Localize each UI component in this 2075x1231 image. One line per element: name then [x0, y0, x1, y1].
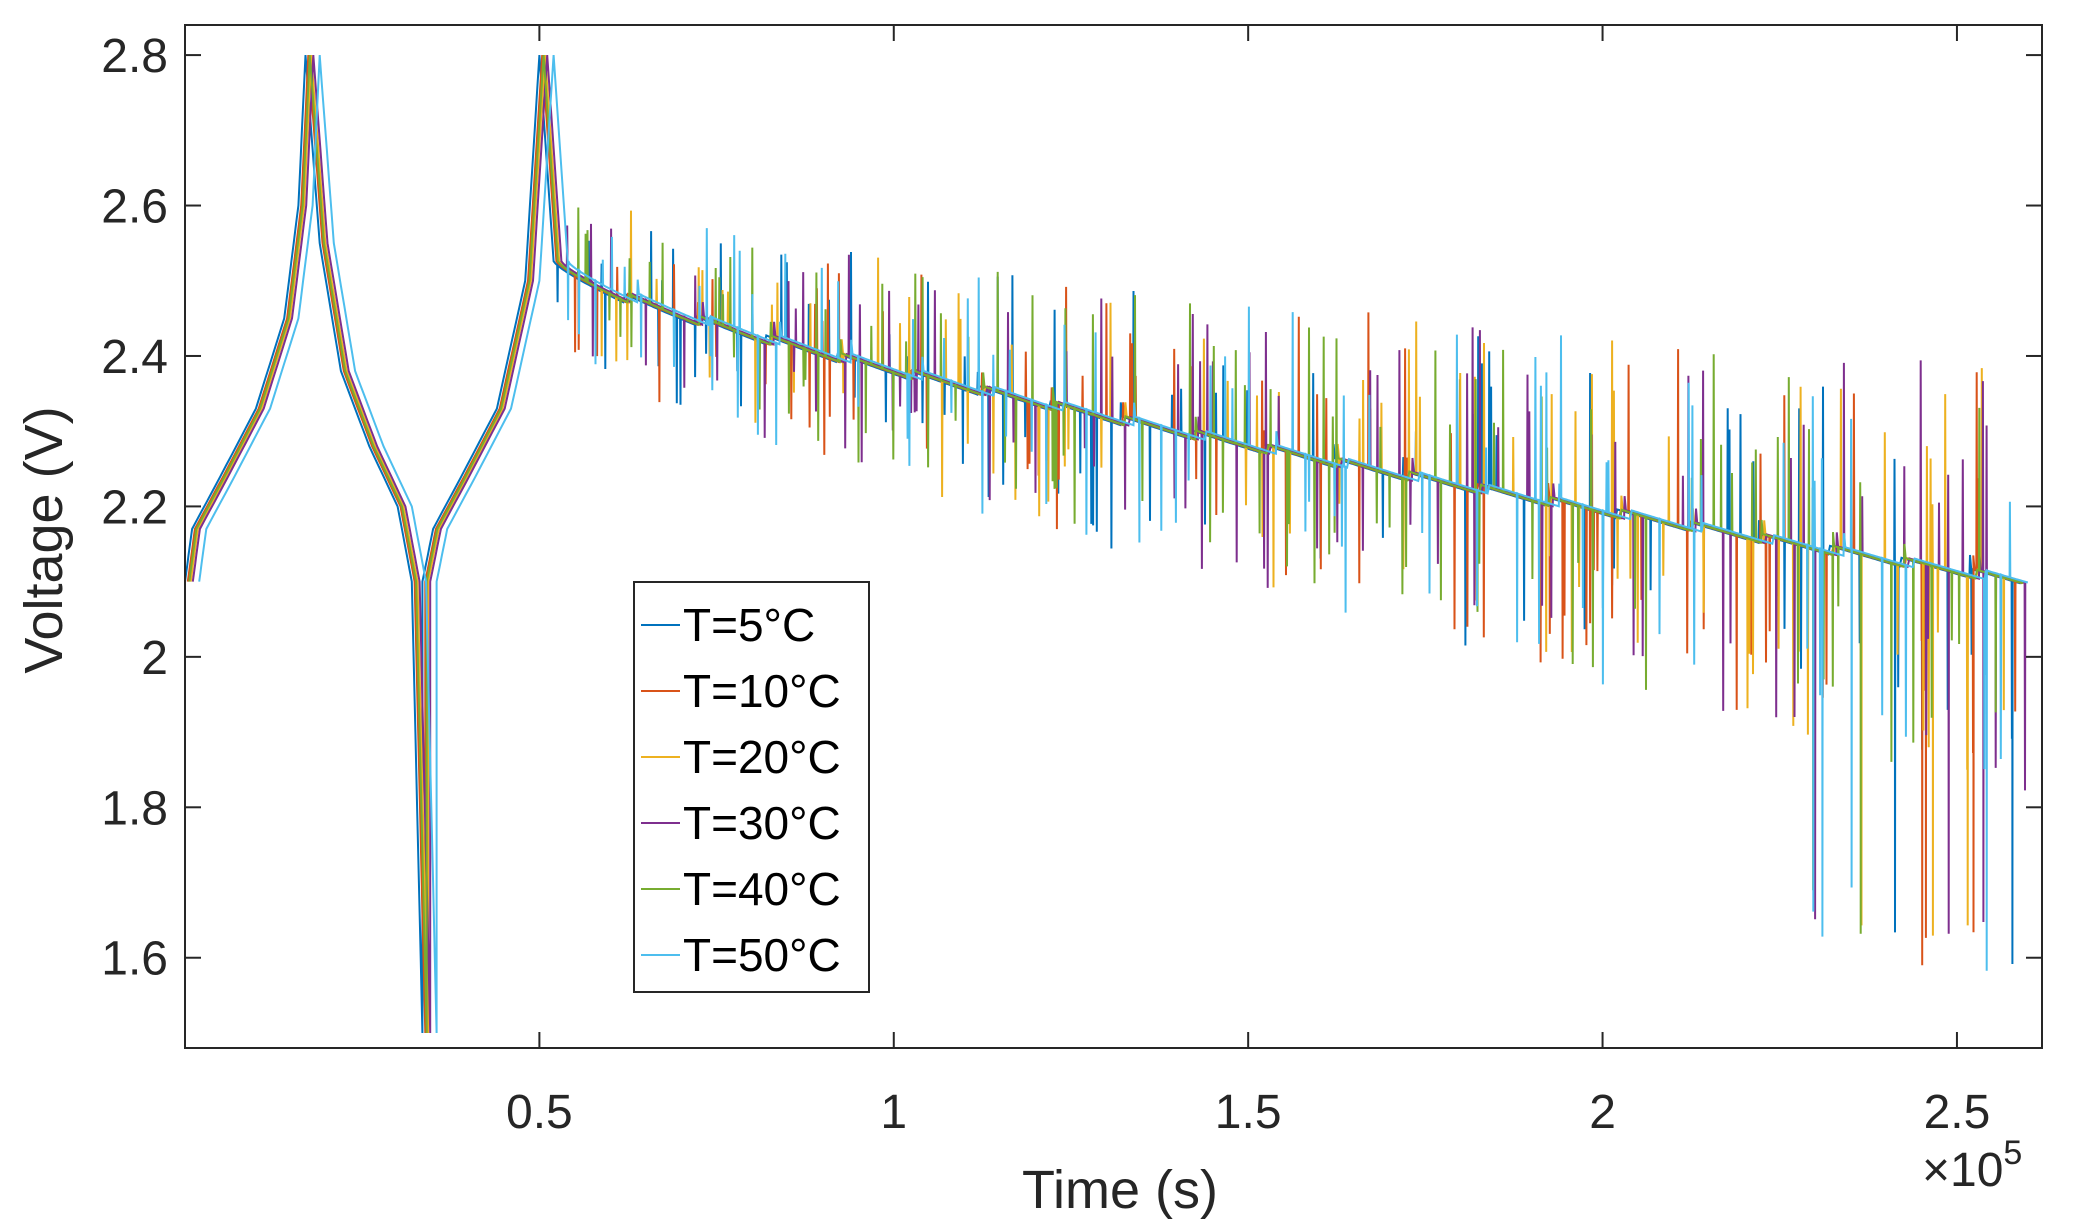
series-line — [198, 55, 2029, 1034]
y-tick-label: 1.6 — [101, 933, 168, 986]
legend-items: T=5°C T=10°C T=20°C T=30°C T=40°C T=50°C — [641, 599, 841, 981]
x-tick-label: 2.5 — [1924, 1086, 1991, 1139]
series-layer — [185, 55, 2029, 1034]
legend-label: T=10°C — [683, 665, 841, 717]
legend-label: T=5°C — [683, 599, 815, 651]
y-tick-label: 2 — [141, 632, 168, 685]
x-tick-label: 1.5 — [1215, 1086, 1282, 1139]
y-axis-title: Voltage (V) — [14, 406, 74, 673]
legend-label: T=50°C — [683, 929, 841, 981]
y-tick-label: 2.4 — [101, 331, 168, 384]
series-line — [188, 55, 2024, 1034]
legend-label: T=40°C — [683, 863, 841, 915]
y-tick-label: 1.8 — [101, 782, 168, 835]
legend-label: T=20°C — [683, 731, 841, 783]
y-axis-ticks: 1.6 1.8 2 2.2 2.4 2.6 2.8 — [101, 30, 2042, 986]
plot-area-border — [184, 24, 2043, 1049]
x-axis-exponent-power: 5 — [2003, 1134, 2022, 1172]
y-tick-label: 2.2 — [101, 481, 168, 534]
x-tick-label: 1 — [880, 1086, 907, 1139]
x-axis-ticks: 0.5 1 1.5 2 2.5 — [506, 25, 1990, 1139]
y-tick-label: 2.6 — [101, 181, 168, 234]
legend: T=5°C T=10°C T=20°C T=30°C T=40°C T=50°C — [633, 581, 870, 993]
y-tick-label: 2.8 — [101, 30, 168, 83]
x-axis-exponent-base: ×10 — [1922, 1144, 2003, 1197]
x-axis-exponent: ×105 — [1922, 1134, 2022, 1197]
legend-label: T=30°C — [683, 797, 841, 849]
x-tick-label: 2 — [1589, 1086, 1616, 1139]
x-tick-label: 0.5 — [506, 1086, 573, 1139]
legend-box — [633, 581, 870, 993]
x-axis-title: Time (s) — [1022, 1160, 1218, 1220]
